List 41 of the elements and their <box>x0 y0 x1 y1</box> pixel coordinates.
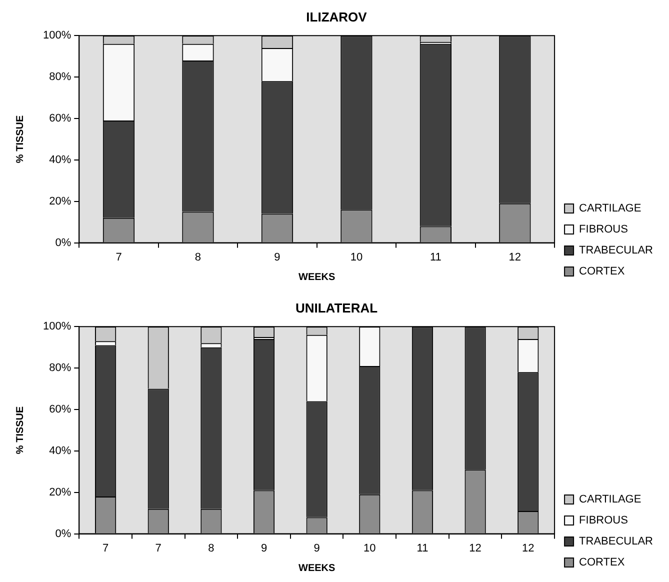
y-tick-label: 100% <box>42 320 72 333</box>
x-tick-label: 9 <box>260 542 268 554</box>
x-tick-label: 9 <box>314 542 320 554</box>
y-tick-label: 60% <box>49 112 72 125</box>
legend-label: FIBROUS <box>579 224 628 236</box>
y-tick-label: 80% <box>49 362 72 374</box>
x-tick-label: 12 <box>522 542 534 554</box>
y-axis-title: % TISSUE <box>14 406 26 454</box>
legend-label: CARTILAGE <box>579 494 642 506</box>
y-tick-label: 80% <box>49 71 72 84</box>
legend-label: FIBROUS <box>579 514 628 527</box>
y-tick-label: 100% <box>42 30 72 42</box>
chart-title: ILIZAROV <box>306 9 368 24</box>
x-tick-label: 10 <box>364 542 376 554</box>
y-tick-label: 40% <box>49 444 72 457</box>
y-tick-label: 60% <box>49 404 72 416</box>
legend-label: TRABECULAR <box>579 536 654 548</box>
y-axis-title: % TISSUE <box>14 114 26 164</box>
y-tick-label: 20% <box>49 486 72 498</box>
x-tick-label: 12 <box>508 251 522 264</box>
y-tick-label: 20% <box>49 195 72 208</box>
x-tick-label: 11 <box>416 542 428 554</box>
x-tick-label: 12 <box>469 542 482 554</box>
x-axis-title: WEEKS <box>298 562 336 574</box>
x-tick-label: 9 <box>274 251 280 264</box>
x-tick-label: 7 <box>155 542 162 554</box>
x-tick-label: 8 <box>194 251 202 264</box>
x-tick-label: 11 <box>430 251 442 264</box>
legend-label: CORTEX <box>579 556 626 569</box>
x-tick-label: 7 <box>116 251 122 264</box>
y-tick-label: 40% <box>49 154 72 166</box>
legend-label: CORTEX <box>579 266 626 278</box>
y-tick-label: 0% <box>55 236 72 249</box>
x-tick-label: 10 <box>350 251 363 264</box>
chart-title: UNILATERAL <box>295 300 378 316</box>
legend-label: CARTILAGE <box>579 202 642 215</box>
legend-label: TRABECULAR <box>579 244 654 257</box>
x-axis-title: WEEKS <box>298 272 336 283</box>
x-tick-label: 7 <box>102 542 109 554</box>
y-tick-label: 0% <box>55 528 72 540</box>
x-tick-label: 8 <box>208 542 214 554</box>
